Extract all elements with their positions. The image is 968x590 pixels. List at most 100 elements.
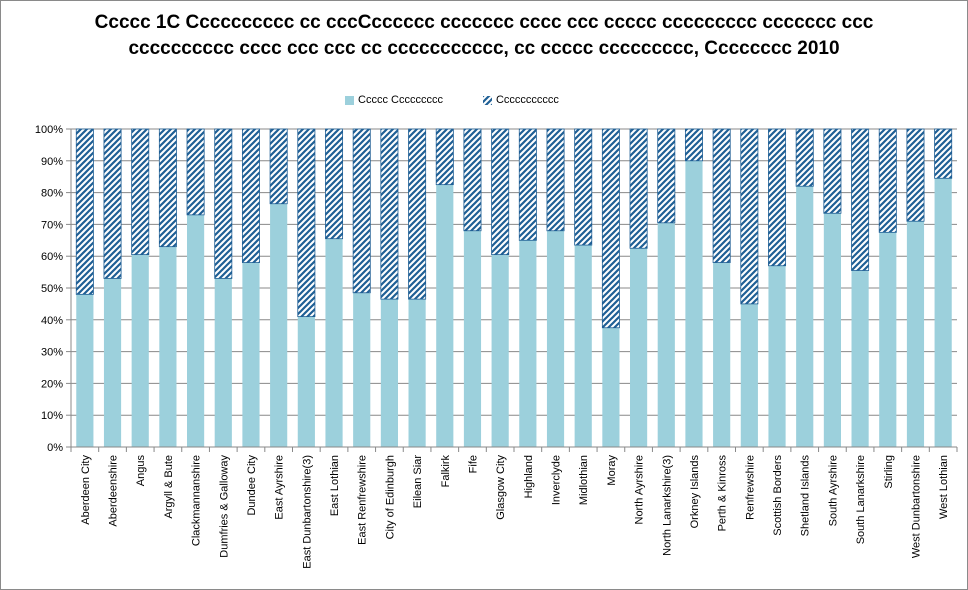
x-category-label: Aberdeenshire (108, 455, 120, 527)
y-tick-label: 100% (35, 124, 63, 136)
y-tick-label: 50% (41, 283, 63, 295)
x-category-label: Stirling (883, 455, 895, 489)
bar-segment-ccccccccccc (684, 128, 703, 162)
x-category-label: Highland (523, 455, 535, 498)
bar-segment-ccccc-ccccccccc (574, 245, 592, 447)
bar-segment-ccccc-ccccccccc (76, 294, 94, 447)
bar-segment-ccccc-ccccccccc (879, 232, 897, 447)
chart-title-line-2: cccccccccc cccc ccc ccc cc ccccccccccc, … (128, 38, 840, 59)
x-category-label: West Dunbartonshire (910, 455, 922, 558)
bar-segment-ccccc-ccccccccc (242, 262, 260, 447)
bar-segment-ccccc-ccccccccc (103, 278, 122, 447)
bar-segment-ccccccccccc (463, 128, 482, 232)
bar-segment-ccccccccccc (629, 128, 648, 249)
x-category-label: Midlothian (578, 455, 590, 505)
x-category-label: South Ayrshire (827, 455, 839, 526)
y-tick-label: 20% (41, 378, 63, 390)
x-category-label: Renfrewshire (744, 455, 756, 520)
y-tick-label: 70% (41, 219, 63, 231)
bar-segment-ccccccccccc (214, 128, 233, 279)
bar-segment-ccccc-ccccccccc (519, 240, 537, 447)
chart-title-line-1: Ccccc 1C Cccccccccc cc cccCcccccc cccccc… (94, 12, 874, 33)
x-category-label: East Lothian (329, 455, 341, 516)
bar-segment-ccccccccccc (601, 128, 620, 329)
x-category-label: Scottish Borders (772, 455, 784, 536)
x-category-label: East Renfrewshire (357, 455, 369, 545)
bar-segment-ccccc-ccccccccc (823, 213, 841, 447)
bar-segment-ccccc-ccccccccc (159, 246, 177, 447)
bar-segment-ccccccccccc (546, 128, 565, 232)
bar-segment-ccccc-ccccccccc (851, 270, 869, 447)
x-category-label: Glasgow City (495, 455, 507, 520)
x-category-label: Clackmannanshire (191, 455, 203, 546)
bar-segment-ccccc-ccccccccc (796, 186, 814, 448)
bar-segment-ccccccccccc (380, 128, 399, 300)
bar-segment-ccccccccccc (408, 128, 427, 300)
bar-segment-ccccccccccc (325, 128, 344, 240)
x-category-label: Aberdeen City (80, 455, 92, 525)
bar-segment-ccccc-ccccccccc (657, 222, 675, 447)
legend-item-series-2: Ccccccccccc (482, 94, 559, 106)
x-category-label: North Lanarkshire(3) (661, 455, 673, 556)
bar-segment-ccccccccccc (75, 128, 94, 295)
legend-item-series-1: Ccccc Ccccccccc (345, 94, 443, 106)
bar-segment-ccccccccccc (518, 128, 537, 241)
bar-segment-ccccc-ccccccccc (630, 248, 648, 447)
x-category-label: East Ayrshire (274, 455, 286, 520)
bar-segment-ccccccccccc (878, 128, 897, 233)
bar-segment-ccccc-ccccccccc (740, 303, 758, 447)
bar-segment-ccccc-ccccccccc (380, 299, 398, 447)
bar-segment-ccccccccccc (906, 128, 925, 222)
y-tick-label: 60% (41, 251, 63, 263)
axes: 0% 10% 20% 30% 40% 50% 60% 70% 80% 90% 100% Aberdee… (35, 124, 958, 569)
y-tick-label: 30% (41, 347, 63, 359)
x-category-label: North Ayrshire (634, 455, 646, 525)
legend-swatch-series-1 (345, 95, 354, 105)
bar-segment-ccccccccccc (352, 128, 371, 294)
bar-segment-ccccccccccc (491, 128, 510, 256)
bar-segment-ccccccccccc (851, 128, 870, 271)
y-tick-label: 10% (41, 410, 63, 422)
bar-segment-ccccc-ccccccccc (768, 265, 786, 447)
bar-segment-ccccccccccc (297, 128, 316, 318)
y-tick-label: 0% (47, 442, 63, 454)
bar-segment-ccccccccccc (795, 128, 814, 187)
x-category-label: City of Edinburgh (384, 455, 396, 539)
bar-segment-ccccccccccc (435, 128, 454, 186)
x-category-label: Orkney Islands (689, 455, 701, 529)
bar-segment-ccccc-ccccccccc (906, 221, 925, 447)
y-tick-label: 80% (41, 188, 63, 200)
bar-segment-ccccccccccc (768, 128, 787, 267)
bar-segment-ccccc-ccccccccc (325, 238, 343, 447)
bar-segment-ccccc-ccccccccc (685, 160, 703, 448)
y-tick-label: 40% (41, 315, 63, 327)
x-category-label: Perth & Kinross (717, 455, 729, 532)
x-category-label: Moray (606, 455, 618, 486)
legend-label-series-2: Ccccccccccc (495, 94, 559, 106)
y-tick-label: 90% (41, 156, 63, 168)
bar-segment-ccccc-ccccccccc (491, 254, 509, 447)
x-category-label: Inverclyde (551, 455, 563, 505)
bar-segment-ccccc-ccccccccc (297, 316, 315, 447)
x-category-label: West Lothian (938, 455, 950, 519)
bar-segment-ccccc-ccccccccc (602, 327, 620, 447)
x-category-label: Angus (135, 455, 147, 487)
bar-segment-ccccc-ccccccccc (436, 184, 454, 447)
bar-segment-ccccccccccc (158, 128, 177, 248)
bar-segment-ccccccccccc (934, 128, 953, 179)
bar-segment-ccccccccccc (712, 128, 731, 263)
x-category-label: South Lanarkshire (855, 455, 867, 544)
x-category-label: Eilean Siar (412, 455, 424, 509)
bar-segment-ccccc-ccccccccc (546, 230, 565, 447)
bar-segment-ccccc-ccccccccc (408, 299, 426, 447)
x-category-label: Falkirk (440, 455, 452, 488)
x-category-label: East Dunbartonshire(3) (301, 455, 313, 569)
bar-segment-ccccc-ccccccccc (353, 292, 371, 447)
bar-segment-ccccccccccc (131, 128, 150, 256)
x-category-label: Dundee City (246, 455, 258, 516)
legend-swatch-series-2 (482, 95, 492, 105)
bar-segment-ccccc-ccccccccc (934, 178, 952, 448)
bar-segment-ccccc-ccccccccc (463, 230, 482, 447)
bar-segment-ccccccccccc (241, 128, 260, 263)
